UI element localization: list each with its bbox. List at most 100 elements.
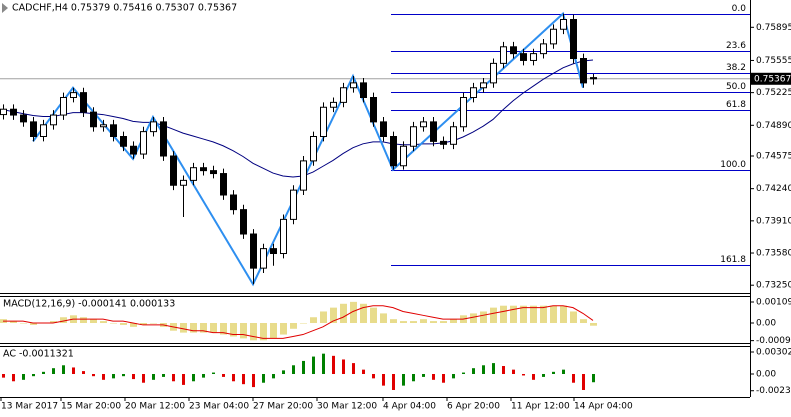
ac-bar: [562, 369, 565, 375]
ac-bar: [202, 374, 205, 378]
ac-bar: [592, 374, 595, 383]
macd-bar: [100, 321, 107, 324]
ac-bar: [532, 374, 535, 380]
candle-body: [290, 189, 297, 220]
macd-bar: [500, 305, 507, 324]
ac-bar: [142, 374, 145, 383]
ac-bar: [282, 370, 285, 375]
x-tick-label: 13 Mar 2017: [1, 402, 58, 412]
candle-body: [320, 106, 327, 138]
macd-bar: [570, 311, 577, 324]
ac-bar: [482, 365, 485, 375]
x-tick-label: 6 Apr 20:00: [447, 402, 500, 412]
y-tick-label: 0.00: [756, 370, 776, 380]
macd-bar: [330, 307, 337, 324]
candle-body: [260, 248, 267, 269]
last-price-box: [751, 72, 791, 85]
x-tick-label: 20 Mar 12:00: [125, 402, 185, 412]
ac-bar: [112, 374, 115, 379]
candle-body: [540, 43, 547, 55]
candle-body: [50, 114, 57, 126]
fib-label: 38.2: [726, 63, 746, 73]
macd-bar: [130, 323, 137, 327]
panel-title: AC -0.0011321: [3, 349, 74, 360]
symbol-arrow: [2, 3, 8, 13]
macd-bar: [90, 319, 97, 324]
candle-body: [90, 111, 97, 128]
macd-signal: [3, 305, 594, 339]
candle-body: [250, 233, 257, 269]
candle-body: [200, 167, 207, 172]
candle-body: [60, 97, 67, 116]
y-tick-label: 0.74890: [756, 121, 791, 131]
ac-bar: [372, 374, 375, 379]
y-tick-label: -0.002302: [756, 386, 791, 396]
panel-title: CADCHF,H4 0.75379 0.75416 0.75307 0.7536…: [12, 3, 237, 14]
ac-bar: [412, 374, 415, 382]
macd-bar: [60, 317, 67, 324]
ac-bar: [192, 374, 195, 382]
macd-bar: [300, 323, 307, 324]
candle-body: [560, 19, 567, 30]
y-tick-label: 0.001093: [756, 297, 791, 307]
candle-body: [330, 101, 337, 108]
x-tick-label: 4 Apr 04:00: [383, 402, 436, 412]
candle-body: [280, 218, 287, 255]
ac-bar: [542, 374, 545, 377]
x-tick-label: 30 Mar 12:00: [317, 402, 377, 412]
macd-bar: [250, 323, 257, 341]
candle-body: [400, 145, 407, 167]
ac-bar: [42, 371, 45, 375]
candle-body: [570, 19, 577, 60]
fib-label: 23.6: [726, 41, 746, 51]
ac-bar: [312, 356, 315, 375]
ac-bar: [552, 371, 555, 375]
ac-bar: [342, 359, 345, 375]
macd-bar: [260, 323, 267, 341]
y-tick-label: 0.75555: [756, 56, 791, 66]
ac-bar: [232, 374, 235, 382]
macd-bar: [510, 305, 517, 324]
ac-bar: [462, 372, 465, 375]
macd-bar: [550, 305, 557, 324]
x-tick-label: 15 Mar 20:00: [61, 402, 121, 412]
y-tick-label: 0.00: [756, 319, 776, 329]
ac-bar: [92, 374, 95, 377]
fib-label: 161.8: [720, 255, 746, 265]
fib-label: 50.0: [726, 82, 746, 92]
y-tick-label: 0.73580: [756, 249, 791, 259]
y-tick-label: -0.000917: [756, 336, 791, 346]
macd-bar: [310, 317, 317, 324]
fib-label: 100.0: [720, 160, 746, 170]
ac-bar: [222, 374, 225, 377]
macd-bar: [430, 321, 437, 324]
x-tick-label: 14 Apr 04:00: [574, 402, 633, 412]
y-tick-label: 0.73250: [756, 281, 791, 291]
macd-bar: [80, 317, 87, 324]
candle-body: [310, 136, 317, 162]
ac-bar: [52, 368, 55, 375]
macd-bar: [350, 301, 357, 324]
y-tick-label: 0.74240: [756, 184, 791, 194]
macd-bar: [190, 323, 197, 333]
candle-body: [70, 92, 77, 99]
y-tick-label: 0.75895: [756, 23, 791, 33]
ac-bar: [152, 374, 155, 380]
macd-bar: [480, 311, 487, 324]
candle-body: [270, 248, 277, 255]
macd-bar: [410, 321, 417, 324]
candle-body: [210, 170, 217, 175]
candle-body: [390, 136, 397, 167]
macd-bar: [220, 323, 227, 335]
macd-bar: [560, 305, 567, 324]
panel-title: MACD(12,16,9) -0.000141 0.000133: [3, 299, 175, 310]
ac-bar: [392, 374, 395, 390]
ac-bar: [302, 360, 305, 375]
ac-bar: [512, 369, 515, 375]
ac-bar: [72, 367, 75, 375]
macd-bar: [360, 303, 367, 324]
macd-bar: [10, 321, 17, 324]
candle-body: [340, 87, 347, 103]
ac-bar: [422, 374, 425, 377]
